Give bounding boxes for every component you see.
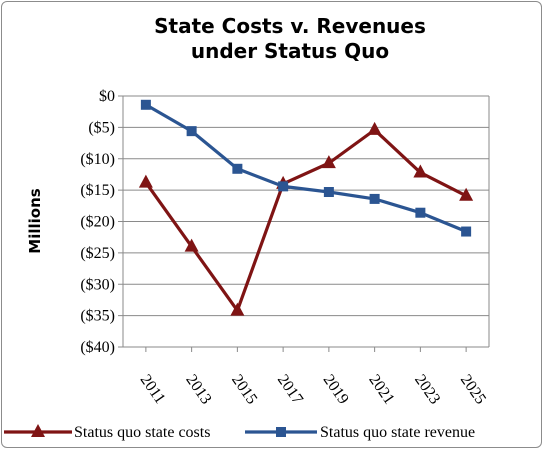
y-axis-ticks: $0 ($5) ($10) ($15) ($20) ($25) ($30) ($35) ($40… [80,88,115,356]
legend-label-revenue: Status quo state revenue [320,424,475,441]
y-tick-label: ($30) [80,276,115,293]
series-layer [138,99,474,316]
series-line-costs [144,128,467,313]
gridlines [118,95,490,348]
data-point-revenue [415,207,426,218]
x-tick-label: 2019 [320,372,352,408]
x-tick-label: 2021 [365,372,397,408]
data-point-costs [321,155,336,169]
data-point-costs [230,302,245,316]
legend-label-costs: Status quo state costs [74,424,210,441]
series-line-revenue [145,103,467,234]
x-tick-label: 2013 [182,372,214,408]
legend: Status quo state costs Status quo state r… [4,424,475,441]
data-point-revenue [461,226,472,237]
data-point-costs [459,187,474,201]
y-tick-label: ($10) [80,151,115,168]
chart-title-line-1: State Costs v. Revenues [154,14,426,38]
data-point-revenue [186,126,197,137]
x-tick-label: 2011 [137,372,169,407]
data-point-revenue [232,163,243,174]
y-tick-label: ($20) [80,214,115,231]
chart-title-line-2: under Status Quo [191,39,389,63]
x-tick-label: 2015 [228,372,260,408]
x-axis-ticks: 2011 2013 2015 2017 2019 2021 2023 2025 [137,347,489,408]
data-point-revenue [140,99,151,110]
y-tick-label: ($25) [80,245,115,262]
x-tick-label: 2023 [411,372,443,408]
y-tick-label: ($35) [80,308,115,325]
data-point-revenue [278,181,289,192]
legend-marker-costs [31,424,45,437]
data-point-costs [138,174,153,188]
data-point-revenue [323,187,334,198]
y-tick-label: $0 [99,88,115,105]
data-point-revenue [369,193,380,204]
x-tick-label: 2025 [457,372,489,408]
data-point-costs [367,121,382,135]
data-point-costs [184,238,199,252]
y-tick-label: ($5) [88,119,115,136]
y-tick-label: ($40) [80,339,115,356]
data-point-costs [413,164,428,178]
y-tick-label: ($15) [80,182,115,199]
legend-marker-revenue [276,427,286,437]
y-axis-label: Millions [26,188,44,253]
x-tick-label: 2017 [274,372,306,408]
